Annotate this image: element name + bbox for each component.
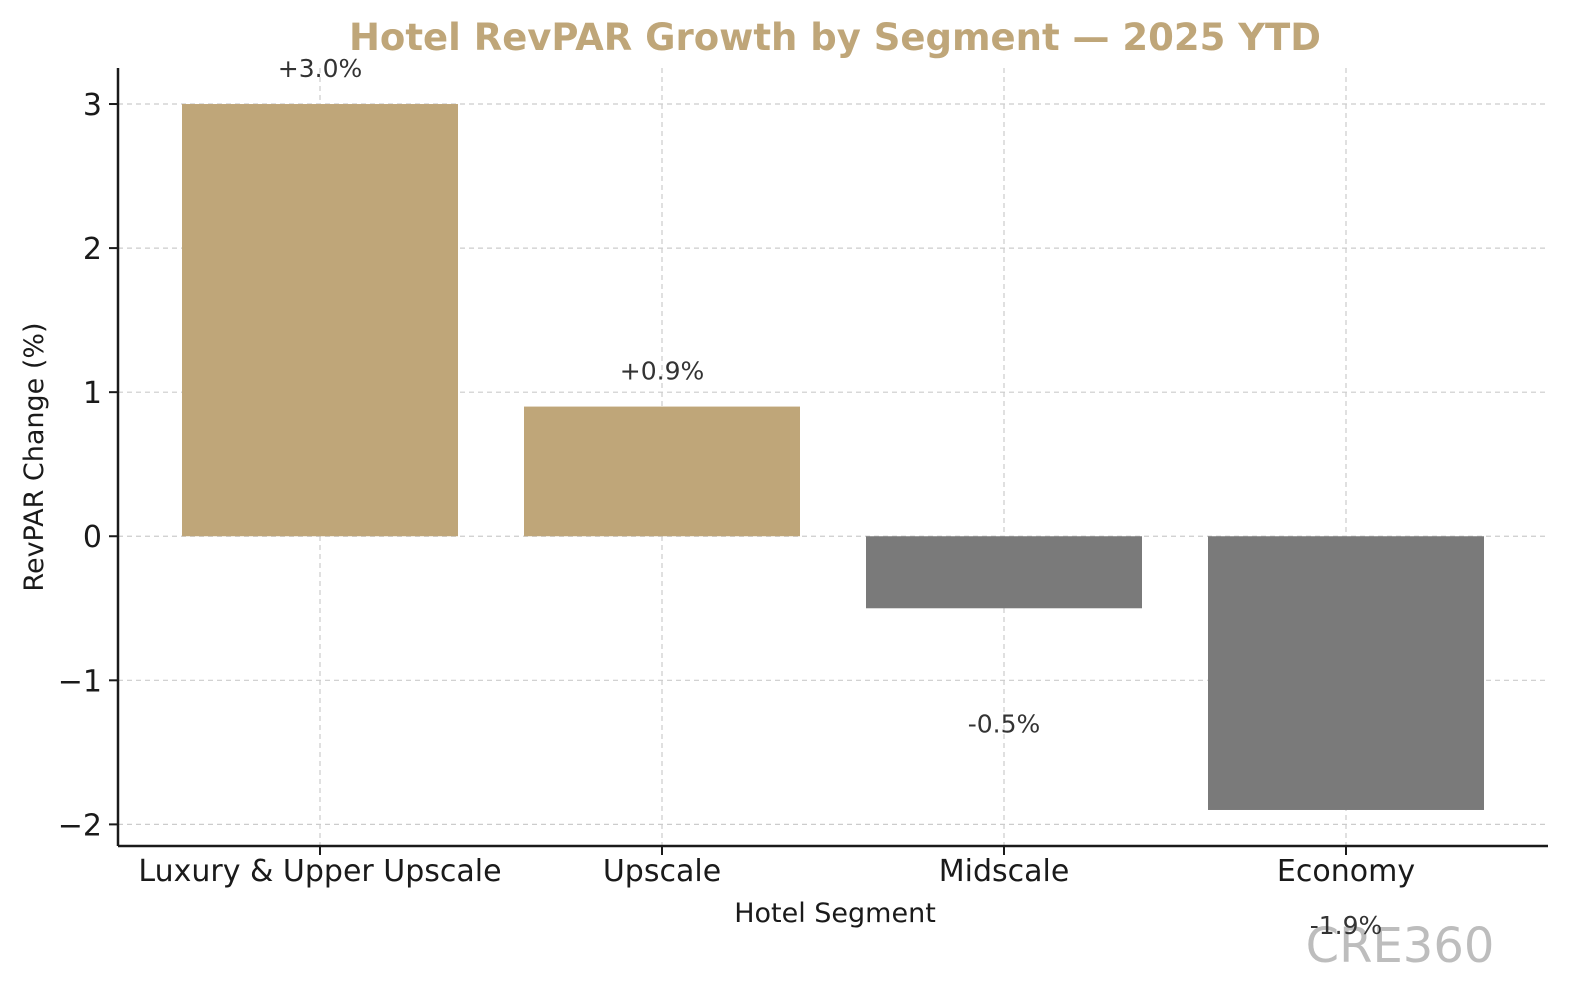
data-label: -1.9% xyxy=(1310,911,1383,940)
axes: 3 2 1 0 −1 −2 Luxury & Upper Upscale Upscale Mid… xyxy=(58,68,1548,889)
bar-upscale xyxy=(524,406,800,537)
data-labels: +3.0% +0.9% -0.5% -1.9% xyxy=(278,54,1383,940)
chart-title: Hotel RevPAR Growth by Segment — 2025 YT… xyxy=(349,16,1321,59)
watermark-logo: CRE360 xyxy=(1306,918,1495,974)
x-axis-label: Hotel Segment xyxy=(734,898,936,929)
y-axis-label: RevPAR Change (%) xyxy=(19,322,50,591)
y-tick-label: 1 xyxy=(83,376,102,411)
bar-midscale xyxy=(866,536,1142,609)
bar-economy xyxy=(1208,536,1484,810)
y-tick-label: −1 xyxy=(58,664,102,699)
x-tick-label: Economy xyxy=(1277,854,1415,889)
y-tick-label: 0 xyxy=(83,520,102,555)
x-tick-label: Midscale xyxy=(939,854,1070,889)
data-label: -0.5% xyxy=(968,710,1041,739)
data-label: +3.0% xyxy=(278,54,362,83)
y-tick-label: 2 xyxy=(83,232,102,267)
y-tick-label: 3 xyxy=(83,88,102,123)
bar-luxury-upper-upscale xyxy=(182,104,458,537)
x-tick-label: Luxury & Upper Upscale xyxy=(138,854,501,889)
x-tick-label: Upscale xyxy=(603,854,721,889)
data-label: +0.9% xyxy=(620,357,704,386)
bars xyxy=(182,104,1484,810)
y-tick-label: −2 xyxy=(58,808,102,843)
